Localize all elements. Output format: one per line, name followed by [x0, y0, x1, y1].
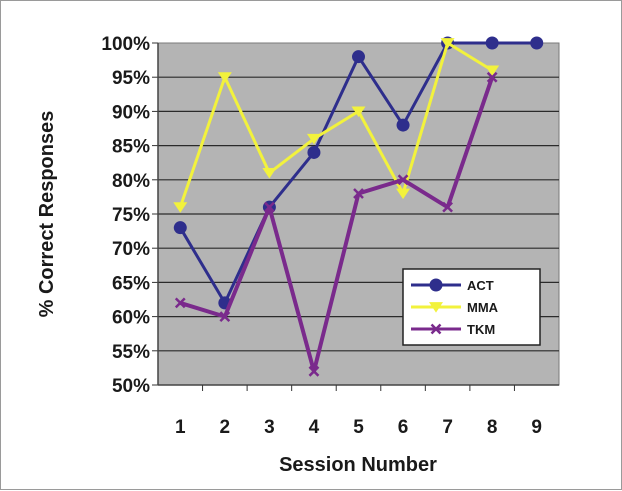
y-tick-label: 70% [112, 239, 150, 260]
data-point-stroke [264, 201, 275, 213]
axes [152, 42, 559, 391]
data-point [530, 36, 544, 50]
y-tick-labels: 50% 55% 60% 65% 70% 75% 80% 85% 90% 95% 100% [101, 34, 150, 397]
x-tick-label: 5 [353, 417, 364, 438]
x-tick-label: 4 [309, 417, 320, 438]
data-point-stroke [397, 174, 409, 186]
series-line [178, 41, 493, 208]
x-tick-label: 8 [487, 417, 498, 438]
data-point [396, 118, 410, 132]
y-tick-label: 80% [112, 171, 150, 192]
data-point [351, 106, 366, 117]
x-tick-label: 2 [220, 417, 231, 438]
x-tick-label: 9 [531, 417, 542, 438]
data-point [308, 365, 320, 377]
y-tick-label: 95% [112, 68, 150, 89]
data-point-stroke [308, 365, 320, 377]
x-tick-label: 1 [175, 417, 186, 438]
legend-entry: TKM [411, 322, 495, 337]
series-line [179, 76, 495, 374]
y-tick-label: 100% [101, 34, 150, 55]
data-point [429, 278, 443, 292]
data-point [352, 50, 365, 64]
y-tick-label: 65% [112, 273, 150, 294]
data-point-stroke [174, 297, 186, 309]
data-point [262, 168, 277, 179]
x-tick-labels: 1 2 3 4 5 6 7 8 9 [175, 417, 542, 438]
data-point [174, 297, 186, 309]
x-tick-label: 7 [442, 417, 453, 438]
data-point [429, 302, 443, 313]
data-point [397, 174, 409, 186]
y-tick-label: 85% [112, 137, 150, 158]
y-tick-label: 75% [112, 205, 150, 226]
data-point [173, 202, 188, 213]
data-point [396, 188, 411, 200]
data-point [306, 133, 321, 145]
x-tick-label: 3 [264, 417, 275, 438]
data-point [173, 221, 187, 235]
legend-entry: MMA [411, 300, 499, 315]
data-point-stroke [353, 188, 364, 199]
data-point [219, 311, 231, 322]
y-tick-label: 55% [112, 342, 150, 363]
x-axis-title: Session Number [279, 454, 437, 476]
data-point [485, 36, 499, 50]
data-point-stroke [486, 71, 498, 83]
data-point [440, 38, 455, 49]
y-axis-title: % Correct Responses [36, 111, 58, 318]
x-tick-label: 6 [398, 417, 409, 438]
data-point-stroke [219, 311, 231, 322]
legend-label: TKM [467, 322, 495, 337]
data-point [486, 71, 498, 83]
data-point-stroke [442, 201, 453, 213]
series-layer [173, 36, 544, 377]
y-tick-label: 50% [112, 376, 150, 397]
data-point [264, 201, 275, 213]
data-point [442, 201, 453, 213]
data-point [430, 323, 442, 335]
data-point [307, 145, 321, 159]
legend: ACT MMA TKM [402, 268, 541, 346]
data-point [217, 72, 232, 83]
data-point [353, 188, 364, 199]
legend-label: ACT [467, 278, 494, 293]
legend-entry: ACT [411, 278, 494, 293]
data-point [485, 65, 500, 76]
data-point-stroke [430, 323, 442, 335]
series-mma [173, 38, 500, 213]
series-tkm [174, 71, 498, 377]
y-tick-label: 90% [112, 102, 150, 123]
y-tick-label: 60% [112, 308, 150, 329]
legend-label: MMA [467, 300, 499, 315]
